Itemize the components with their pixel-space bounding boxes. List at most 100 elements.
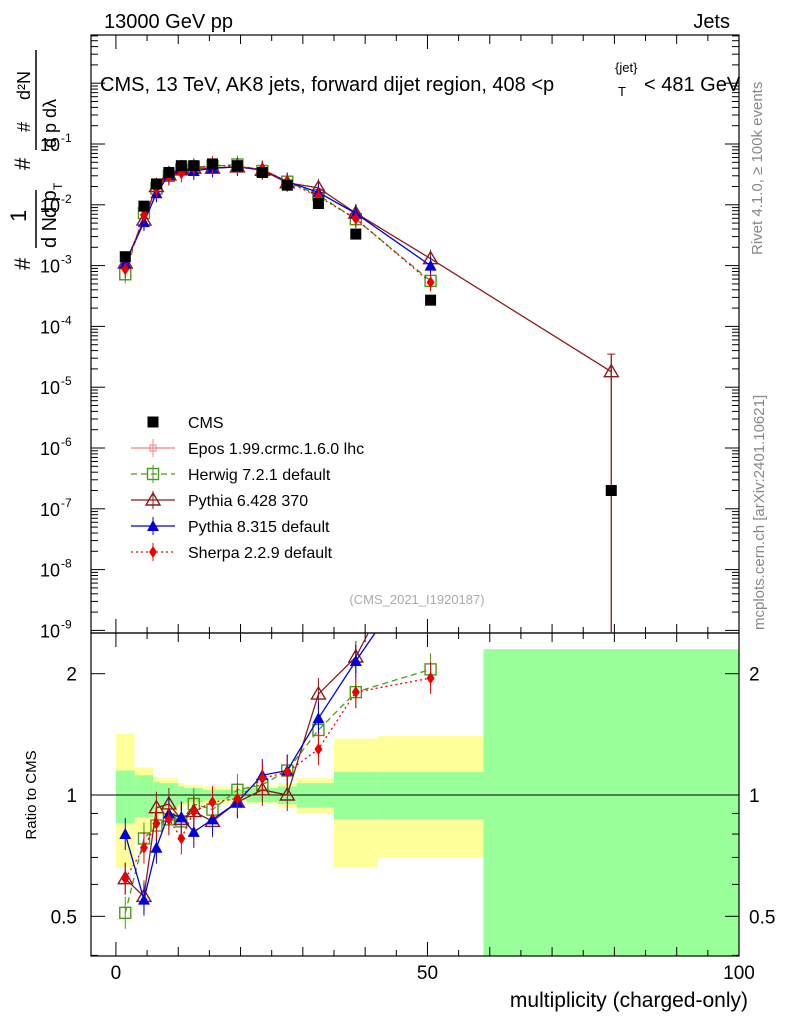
main-ytick-label: 10: [40, 257, 60, 277]
main-plot-frame: [90, 34, 740, 634]
main-ytick-exponent: -8: [61, 557, 72, 571]
ylabel-hash-left: #: [10, 257, 35, 270]
ylabel-d2N: d²N: [14, 71, 34, 100]
ratio-point-sherpa-2-2-9-default: [139, 841, 148, 854]
ratio-point-pythia-8-315-default: [425, 546, 437, 557]
ylabel-hash-mid: #: [10, 157, 35, 170]
main-point-sherpa-2-2-9-default: [121, 263, 130, 276]
legend-label: Pythia 8.315 default: [188, 519, 330, 536]
ratio-point-pythia-6-428-370: [604, 0, 618, 12]
legend-marker: [144, 491, 162, 506]
ratio-point-sherpa-2-2-9-default: [233, 792, 242, 805]
legend-label: Sherpa 2.2.9 default: [188, 545, 333, 562]
cms-data-point: [138, 200, 150, 212]
x-tick-label: 100: [723, 963, 755, 984]
ratio-uncertainty-bands: [115, 649, 739, 956]
ratio-series-group: [117, 0, 618, 929]
main-ytick-label: 10: [40, 317, 60, 337]
ratio-point-sherpa-2-2-9-default: [177, 832, 186, 845]
ylabel-T: T: [51, 182, 65, 190]
main-point-sherpa-2-2-9-default: [426, 276, 435, 289]
cms-data-point: [605, 484, 617, 496]
stat-band-11: [334, 772, 378, 820]
ratio-ytick-label-right: 0.5: [749, 907, 775, 928]
legend-label: Epos 1.99.crmc.1.6.0 lhc: [188, 441, 364, 458]
x-axis-label: multiplicity (charged-only): [510, 989, 748, 1012]
ratio-point-sherpa-2-2-9-default: [164, 813, 173, 826]
cms-data-point: [188, 160, 200, 172]
main-series-group: [117, 155, 620, 633]
cms-data-point: [207, 158, 218, 170]
main-ytick-label: 10: [40, 561, 60, 581]
ratio-point-pythia-6-428-370: [254, 781, 271, 796]
ratio-point-sherpa-2-2-9-default: [208, 796, 217, 809]
ratio-ytick-label-left: 1: [66, 786, 77, 807]
ratio-point-pythia-6-428-370: [310, 685, 327, 700]
main-ylabel: # 1 d N d p T # d²N # d p dλ: [6, 50, 65, 270]
ratio-point-pythia-8-315-default: [349, 655, 362, 667]
stat-band-12: [377, 772, 484, 820]
title-text: CMS, 13 TeV, AK8 jets, forward dijet reg…: [100, 74, 554, 96]
ratio-ylabel: Ratio to CMS: [23, 750, 40, 839]
main-ytick-exponent: -3: [61, 253, 72, 267]
main-ytick-exponent: -7: [61, 496, 72, 510]
cms-data-point: [256, 166, 268, 178]
legend-marker: [148, 443, 158, 453]
ratio-point-sherpa-2-2-9-default: [152, 817, 161, 830]
main-ytick-label: 10: [40, 378, 60, 398]
ratio-ytick-label-right: 2: [749, 665, 760, 686]
x-tick-label: 50: [417, 963, 438, 984]
cms-data-point: [231, 160, 243, 172]
legend-marker: [147, 416, 159, 428]
analysis-watermark: (CMS_2021_I1920187): [349, 592, 484, 607]
axis-tick-labels: 10-910-810-710-610-510-410-310-210 -10.5 0…: [40, 131, 775, 984]
title-sub: T: [618, 84, 626, 99]
ylabel-one: 1: [6, 210, 31, 222]
cms-data-point: [163, 166, 175, 178]
ratio-ytick-label-right: 1: [749, 786, 760, 807]
cms-data-point: [425, 294, 437, 306]
ratio-line-pythia-6-428-370: [124, 633, 370, 898]
main-ytick-label: 10: [40, 439, 60, 459]
main-ytick-exponent: -2: [61, 192, 72, 206]
cms-data-point: [281, 179, 293, 191]
ratio-point-pythia-8-315-default: [187, 825, 200, 837]
stat-band-1: [134, 775, 154, 818]
ylabel-dN: d N: [39, 217, 61, 248]
main-ytick-exponent: -5: [61, 374, 72, 388]
ratio-point-pythia-8-315-default: [312, 712, 325, 724]
ratio-point-herwig-7-2-1-default: [119, 906, 132, 920]
ratio-point-sherpa-2-2-9-default: [351, 686, 360, 699]
main-ytick-exponent: -4: [61, 313, 72, 327]
ratio-point-sherpa-2-2-9-default: [283, 766, 292, 779]
ratio-point-sherpa-2-2-9-default: [258, 772, 267, 785]
stat-band-0: [115, 770, 135, 824]
cms-data-point: [312, 198, 324, 210]
ratio-ytick-label-left: 0.5: [51, 907, 77, 928]
main-ytick-exponent: -9: [61, 617, 72, 631]
ratio-point-pythia-6-428-370: [279, 786, 296, 801]
legend-marker: [149, 546, 157, 558]
main-point-sherpa-2-2-9-default: [139, 208, 148, 221]
cms-data-point: [150, 178, 162, 190]
main-title: CMS, 13 TeV, AK8 jets, forward dijet reg…: [100, 60, 741, 99]
main-point-pythia-8-315-default: [424, 259, 437, 271]
title-sup: {jet}: [615, 60, 638, 75]
main-ytick-exponent: -1: [61, 131, 72, 145]
cms-data-point: [175, 160, 187, 172]
ratio-point-pythia-8-315-default: [137, 893, 150, 905]
ylabel-hash-num: #: [14, 122, 34, 132]
ratio-point-pythia-8-315-default: [206, 813, 219, 825]
ratio-point-pythia-6-428-370: [424, 506, 438, 518]
ratio-series-sherpa-2-2-9-default: [121, 662, 435, 895]
main-ytick-label: 10: [40, 500, 60, 520]
legend: CMS Epos 1.99.crmc.1.6.0 lhc Herwig 7.2.1 …: [131, 415, 364, 562]
legend-marker: [146, 467, 160, 481]
main-ytick-label: 10: [40, 621, 60, 641]
ratio-point-pythia-8-315-default: [175, 811, 188, 823]
main-point-sherpa-2-2-9-default: [351, 212, 360, 225]
cms-data-point: [119, 251, 131, 263]
ylabel-dpT-dlam: d p dλ: [40, 99, 60, 148]
ylabel-dpT: d p: [39, 190, 61, 218]
